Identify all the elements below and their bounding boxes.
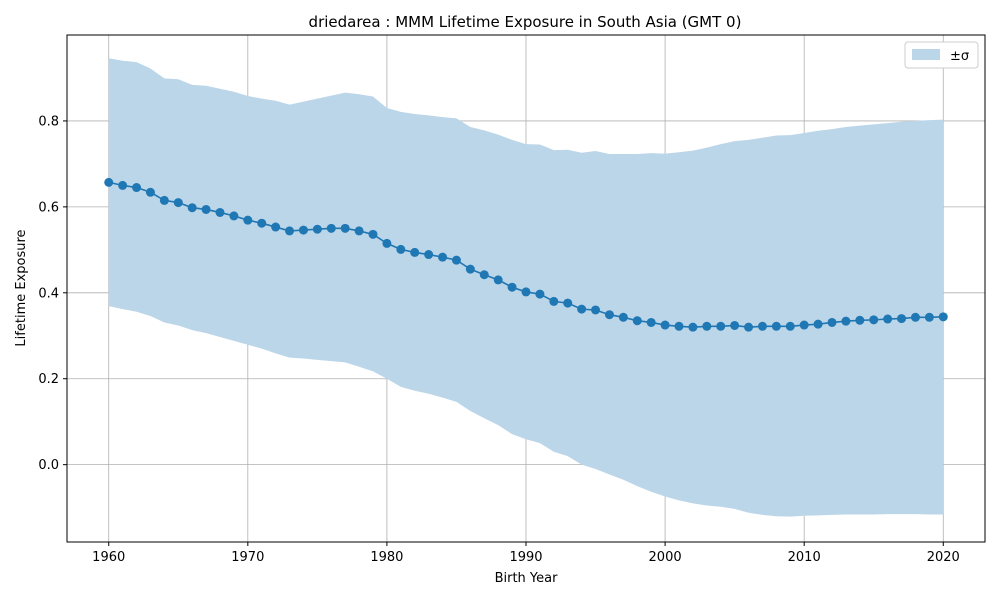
mean-data-point <box>841 316 851 326</box>
y-tick-label: 0.4 <box>38 286 59 301</box>
legend-swatch <box>912 49 940 60</box>
mean-data-point <box>577 304 587 314</box>
mean-data-point <box>591 305 601 315</box>
mean-data-point <box>799 320 809 330</box>
mean-data-point <box>549 296 559 306</box>
y-tick-label: 0.0 <box>38 458 59 473</box>
mean-data-point <box>493 275 503 285</box>
mean-data-point <box>702 321 712 331</box>
x-axis-label: Birth Year <box>495 571 559 586</box>
mean-data-point <box>451 255 461 265</box>
mean-data-point <box>535 289 545 299</box>
x-tick-label: 2020 <box>927 550 960 565</box>
mean-data-point <box>382 238 392 248</box>
mean-data-point <box>604 310 614 320</box>
x-tick-label: 1960 <box>92 550 125 565</box>
chart-title: driedarea : MMM Lifetime Exposure in Sou… <box>309 13 742 31</box>
mean-data-point <box>924 312 934 322</box>
mean-data-point <box>368 229 378 239</box>
mean-data-point <box>938 312 948 322</box>
mean-data-point <box>271 222 281 232</box>
mean-data-point <box>563 298 573 308</box>
mean-data-point <box>104 177 114 187</box>
mean-data-point <box>396 244 406 254</box>
mean-data-point <box>438 252 448 262</box>
mean-data-point <box>118 180 128 190</box>
mean-data-point <box>229 211 239 221</box>
mean-series-points <box>104 177 948 332</box>
legend: ±σ <box>904 41 979 69</box>
legend-box <box>904 41 979 69</box>
mean-data-point <box>410 247 420 257</box>
mean-data-point <box>465 264 475 274</box>
mean-data-point <box>716 321 726 331</box>
legend-label: ±σ <box>950 49 969 64</box>
mean-data-point <box>145 187 155 197</box>
mean-data-point <box>730 320 740 330</box>
mean-data-point <box>688 322 698 332</box>
mean-data-point <box>660 320 670 330</box>
mean-data-point <box>285 226 295 236</box>
mean-data-point <box>424 250 434 260</box>
mean-data-point <box>910 312 920 322</box>
mean-data-point <box>132 183 142 193</box>
x-tick-label: 1980 <box>370 550 403 565</box>
mean-data-point <box>243 215 253 225</box>
mean-data-point <box>757 321 767 331</box>
x-tick-label: 1990 <box>509 550 542 565</box>
mean-data-point <box>883 314 893 324</box>
y-tick-label: 0.6 <box>38 200 59 215</box>
mean-data-point <box>785 321 795 331</box>
mean-data-point <box>187 203 197 213</box>
mean-data-point <box>354 226 364 236</box>
mean-data-point <box>159 195 169 205</box>
mean-data-point <box>827 317 837 327</box>
mean-data-point <box>813 319 823 329</box>
x-tick-label: 2010 <box>788 550 821 565</box>
mean-data-point <box>173 198 183 208</box>
mean-data-point <box>201 204 211 214</box>
mean-data-point <box>632 316 642 326</box>
mean-data-point <box>340 223 350 233</box>
mean-data-point <box>744 322 754 332</box>
mean-data-point <box>646 317 656 327</box>
mean-data-point <box>771 321 781 331</box>
y-axis-ticks: 0.0 0.2 0.4 0.6 0.8 <box>38 114 67 473</box>
y-tick-label: 0.2 <box>38 372 59 387</box>
mean-data-point <box>326 223 336 233</box>
mean-data-point <box>312 224 322 234</box>
y-tick-label: 0.8 <box>38 114 59 129</box>
y-axis-label: Lifetime Exposure <box>14 229 29 346</box>
mean-data-point <box>897 314 907 324</box>
x-tick-label: 2000 <box>649 550 682 565</box>
x-tick-label: 1970 <box>231 550 264 565</box>
x-axis-ticks: 1960 1970 1980 1990 2000 2010 2020 <box>92 542 960 565</box>
mean-data-point <box>479 270 489 280</box>
mean-data-point <box>674 321 684 331</box>
mean-data-point <box>521 287 531 297</box>
mean-data-point <box>215 207 225 217</box>
sigma-band <box>108 58 944 517</box>
mean-data-point <box>298 225 308 235</box>
mean-data-point <box>507 282 517 292</box>
mean-data-point <box>855 315 865 325</box>
mean-data-point <box>618 312 628 322</box>
mean-data-point <box>257 218 267 228</box>
mean-data-point <box>869 315 879 325</box>
